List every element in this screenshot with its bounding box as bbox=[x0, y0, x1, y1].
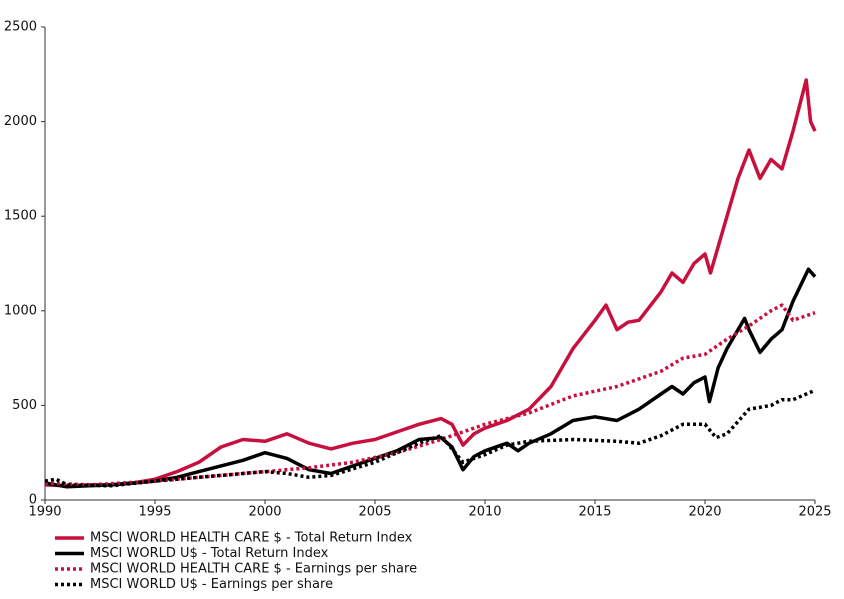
x-tick-label: 2005 bbox=[358, 505, 391, 520]
x-tick-label: 1995 bbox=[138, 505, 171, 520]
x-tick-label: 1990 bbox=[28, 505, 61, 520]
series-line bbox=[44, 388, 816, 488]
y-tick-label: 0 bbox=[29, 493, 37, 508]
legend-label: MSCI WORLD HEALTH CARE $ - Earnings per … bbox=[90, 562, 417, 577]
y-tick-label: 500 bbox=[12, 398, 37, 413]
x-tick-label: 2015 bbox=[578, 505, 611, 520]
y-tick-label: 1500 bbox=[4, 209, 37, 224]
legend-label: MSCI WORLD U$ - Total Return Index bbox=[90, 546, 329, 561]
y-tick-label: 1000 bbox=[4, 303, 37, 318]
series-line bbox=[44, 267, 817, 489]
y-tick-label: 2500 bbox=[4, 20, 37, 35]
x-tick-label: 2000 bbox=[248, 505, 281, 520]
legend-label: MSCI WORLD U$ - Earnings per share bbox=[90, 577, 333, 592]
x-tick-label: 2010 bbox=[468, 505, 501, 520]
x-tick-label: 2020 bbox=[688, 505, 721, 520]
series-line bbox=[44, 303, 816, 487]
y-tick-label: 2000 bbox=[4, 114, 37, 129]
legend-label: MSCI WORLD HEALTH CARE $ - Total Return … bbox=[90, 531, 413, 546]
x-tick-label: 2025 bbox=[798, 505, 831, 520]
